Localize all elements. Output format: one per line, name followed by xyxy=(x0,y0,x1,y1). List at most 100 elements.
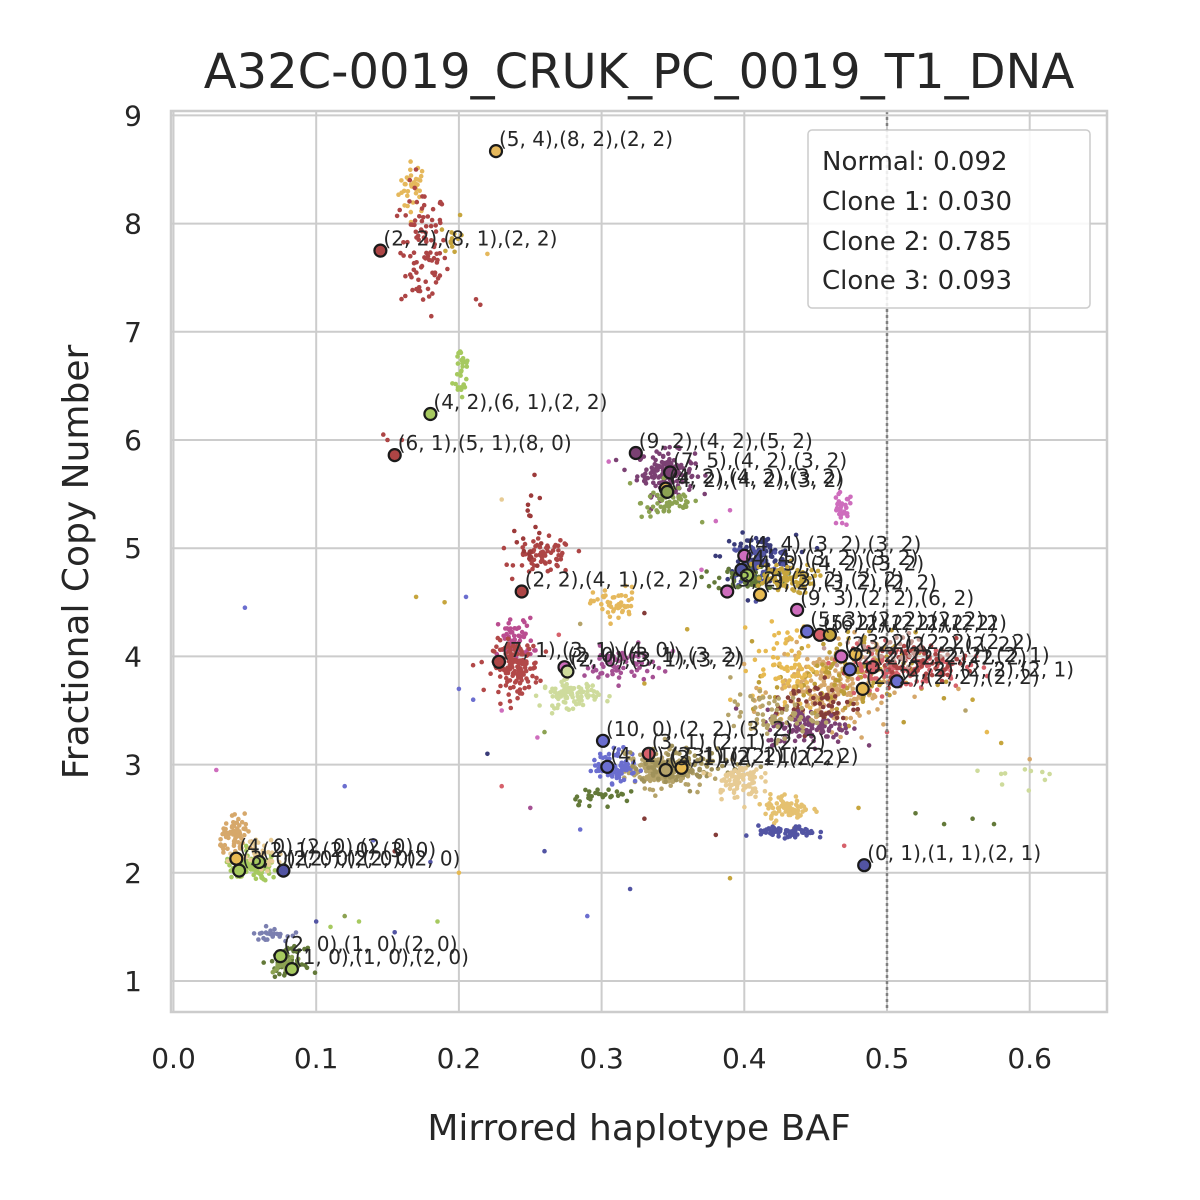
segment-point xyxy=(785,630,790,635)
segment-point xyxy=(881,670,886,675)
segment-point xyxy=(659,775,665,781)
segment-point xyxy=(242,832,247,838)
segment-point xyxy=(674,478,680,484)
segment-point xyxy=(554,557,560,563)
segment-point xyxy=(615,605,621,611)
segment-point xyxy=(663,779,668,784)
segment-point xyxy=(679,479,685,485)
segment-point xyxy=(611,609,616,614)
segment-point xyxy=(537,495,543,501)
segment-point xyxy=(425,253,431,259)
segment-point xyxy=(251,872,256,878)
segment-point xyxy=(723,782,729,788)
segment-point xyxy=(807,673,813,678)
segment-point xyxy=(747,784,752,789)
segment-point xyxy=(822,723,827,729)
segment-point xyxy=(509,629,515,635)
segment-point xyxy=(230,832,236,837)
segment-point xyxy=(754,717,760,722)
segment-point xyxy=(914,679,919,684)
segment-point xyxy=(629,590,635,595)
segment-point xyxy=(839,501,845,506)
segment-point xyxy=(533,524,538,530)
segment-point xyxy=(760,673,765,679)
segment-point xyxy=(223,821,229,826)
segment-point xyxy=(606,751,612,757)
segment-point xyxy=(677,446,682,452)
segment-point xyxy=(407,199,412,204)
segment-point xyxy=(916,637,922,642)
segment-point xyxy=(810,725,815,731)
segment-point xyxy=(556,632,562,638)
segment-point xyxy=(781,570,787,575)
segment-point xyxy=(640,473,646,478)
segment-point xyxy=(534,675,539,681)
segment-point xyxy=(606,787,611,792)
segment-point xyxy=(428,250,433,255)
segment-point xyxy=(257,931,263,936)
segment-point xyxy=(262,843,267,849)
segment-point xyxy=(908,682,913,687)
segment-point xyxy=(845,692,850,697)
segment-point xyxy=(428,859,433,865)
segment-point xyxy=(933,666,938,671)
segment-point xyxy=(412,185,418,191)
segment-point xyxy=(405,239,410,245)
segment-point xyxy=(497,674,503,679)
segment-point xyxy=(618,600,624,605)
segment-point xyxy=(419,228,425,234)
state-label: (3, 1),(2, 1),(2, 2) xyxy=(669,746,843,770)
segment-point xyxy=(394,213,400,219)
segment-point xyxy=(629,771,635,776)
segment-point xyxy=(852,719,857,725)
segment-point xyxy=(652,461,658,467)
segment-point xyxy=(627,481,633,486)
segment-point xyxy=(408,159,413,164)
segment-point xyxy=(256,937,261,942)
segment-point xyxy=(558,557,564,562)
segment-point xyxy=(413,167,419,172)
segment-point xyxy=(779,721,785,727)
segment-point xyxy=(816,725,821,731)
segment-point xyxy=(285,934,291,939)
segment-point xyxy=(636,654,641,659)
segment-point xyxy=(542,560,548,565)
segment-point xyxy=(235,833,240,839)
segment-point xyxy=(503,626,508,631)
segment-point xyxy=(822,675,828,680)
segment-point xyxy=(757,688,763,694)
segment-point xyxy=(225,858,231,864)
state-label: (3, 0),(2, 0),(2, 0) xyxy=(242,847,416,871)
segment-point xyxy=(963,708,968,713)
segment-point xyxy=(515,695,520,701)
segment-point xyxy=(606,459,611,464)
segment-point xyxy=(271,874,276,880)
segment-point xyxy=(553,542,558,548)
segment-point xyxy=(577,799,582,804)
segment-point xyxy=(793,532,799,538)
segment-point xyxy=(945,672,950,678)
segment-point xyxy=(824,692,830,698)
segment-point xyxy=(649,465,655,471)
segment-point xyxy=(645,505,650,510)
segment-point xyxy=(626,611,632,617)
legend: Normal: 0.092 Clone 1: 0.030 Clone 2: 0.… xyxy=(807,129,1091,309)
segment-point xyxy=(755,711,761,717)
segment-point xyxy=(741,661,747,667)
segment-point xyxy=(888,650,893,656)
segment-point xyxy=(555,563,560,569)
segment-point xyxy=(772,662,777,667)
segment-point xyxy=(837,726,842,732)
segment-point xyxy=(793,794,799,799)
segment-point xyxy=(605,698,610,704)
segment-point xyxy=(923,676,928,681)
segment-point xyxy=(419,263,425,269)
segment-point xyxy=(559,553,564,558)
segment-point xyxy=(728,675,733,680)
y-tick-label: 2 xyxy=(124,857,142,890)
segment-point xyxy=(239,819,245,825)
segment-point xyxy=(698,760,704,766)
segment-point xyxy=(464,364,470,369)
segment-point xyxy=(862,673,868,679)
